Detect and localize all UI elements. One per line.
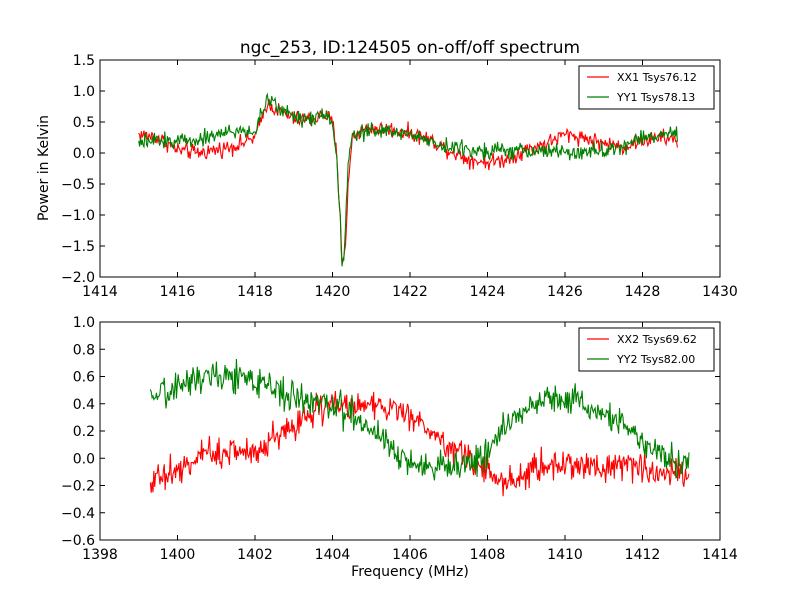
y-tick-label: 0.5 xyxy=(73,115,95,131)
x-tick-label: 1424 xyxy=(470,284,506,300)
y-tick-label: 1.0 xyxy=(73,315,95,331)
y-tick-label: −0.2 xyxy=(61,479,95,495)
y-tick-label: −2.0 xyxy=(61,270,95,286)
x-tick-label: 1406 xyxy=(392,547,428,563)
y-tick-label: 0.6 xyxy=(73,370,95,386)
x-tick-label: 1418 xyxy=(237,284,273,300)
legend-label: YY1 Tsys78.13 xyxy=(616,91,695,104)
x-tick-label: 1428 xyxy=(625,284,661,300)
x-tick-label: 1412 xyxy=(625,547,661,563)
y-tick-label: 0.0 xyxy=(73,146,95,162)
chart-title: ngc_253, ID:124505 on-off/off spectrum xyxy=(240,38,580,58)
y-tick-label: −0.6 xyxy=(61,533,95,549)
x-tick-label: 1414 xyxy=(82,284,118,300)
y-tick-label: −0.4 xyxy=(61,506,95,522)
legend-label: YY2 Tsys82.00 xyxy=(616,353,695,366)
x-tick-label: 1404 xyxy=(315,547,351,563)
x-tick-label: 1408 xyxy=(470,547,506,563)
x-tick-label: 1398 xyxy=(82,547,118,563)
x-tick-label: 1430 xyxy=(702,284,738,300)
x-tick-label: 1420 xyxy=(315,284,351,300)
y-tick-label: −0.5 xyxy=(61,177,95,193)
x-tick-label: 1414 xyxy=(702,547,738,563)
y-tick-label: 1.5 xyxy=(73,53,95,69)
x-tick-label: 1410 xyxy=(547,547,583,563)
x-tick-label: 1426 xyxy=(547,284,583,300)
legend: XX2 Tsys69.62 YY2 Tsys82.00 xyxy=(578,327,715,372)
y-tick-label: 0.0 xyxy=(73,451,95,467)
x-tick-label: 1416 xyxy=(160,284,196,300)
y-tick-label: 0.2 xyxy=(73,424,95,440)
legend-label: XX1 Tsys76.12 xyxy=(617,71,697,84)
plot-top: 1414 1416 1418 1420 1422 1424 1426 1428 1430 1.5 1… xyxy=(61,53,738,300)
series-line-2 xyxy=(149,359,690,481)
y-tick-label: −1.5 xyxy=(61,239,95,255)
x-tick-label: 1402 xyxy=(237,547,273,563)
plot-bottom: 1398 1400 1402 1404 1406 1408 1410 1412 1414 1.0 0… xyxy=(61,315,738,563)
legend-box xyxy=(578,327,715,372)
x-axis-label-bottom: Frequency (MHz) xyxy=(351,564,469,580)
y-tick-label: −1.0 xyxy=(61,208,95,224)
series-line-1 xyxy=(149,390,690,497)
series-line-2 xyxy=(138,92,678,267)
series-line-1 xyxy=(138,98,678,264)
legend: XX1 Tsys76.12 YY1 Tsys78.13 xyxy=(578,65,715,110)
y-tick-label: 0.4 xyxy=(73,397,95,413)
y-axis-label-top: Power in Kelvin xyxy=(36,115,52,221)
x-tick-label: 1400 xyxy=(160,547,196,563)
y-tick-label: 0.8 xyxy=(73,342,95,358)
legend-label: XX2 Tsys69.62 xyxy=(617,333,697,346)
y-tick-label: 1.0 xyxy=(73,84,95,100)
x-tick-label: 1422 xyxy=(392,284,428,300)
legend-box xyxy=(578,65,715,110)
